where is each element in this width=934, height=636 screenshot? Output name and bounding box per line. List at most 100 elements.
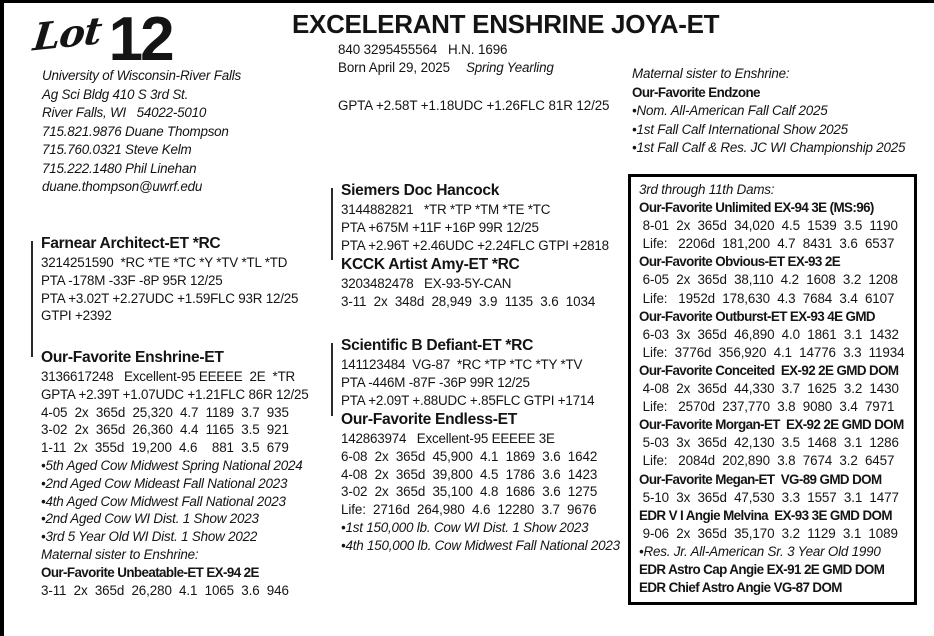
- text-line: PTA +2.09T +.88UDC +.85FLC GTPI +1714: [341, 392, 595, 408]
- text-line: •3rd 5 Year Old WI Dist. 1 Show 2022: [41, 529, 258, 545]
- text-line: 4-08 2x 365d 44,330 3.7 1625 3.2 1430: [639, 381, 899, 397]
- dam-detail-lines: 3136617248 Excellent-95 EEEEE 2E *TR GPTA…: [41, 368, 309, 599]
- registration-line: 840 3295455564 H.N. 1696: [338, 42, 508, 57]
- text-line: •Res. Jr. All-American Sr. 3 Year Old 19…: [639, 543, 881, 559]
- text-line: 3144882821 *TR *TP *TM *TE *TC: [341, 202, 551, 217]
- sire-detail-lines: 3144882821 *TR *TP *TM *TE *TC PTA +675M …: [341, 201, 609, 254]
- sire-block-hancock: Siemers Doc Hancock 3144882821 *TR *TP *…: [341, 181, 609, 254]
- maternal-sister-awards: •Nom. All-American Fall Calf 2025 •1st Fa…: [632, 102, 905, 158]
- text-line: •4th 150,000 lb. Cow Midwest Fall Nation…: [341, 537, 620, 553]
- text-line: •1st Fall Calf International Show 2025: [632, 121, 848, 137]
- born-date: Born April 29, 2025: [338, 60, 450, 75]
- age-class: Spring Yearling: [466, 60, 554, 75]
- text-line: Our-Favorite Outburst-ET EX-93 4E GMD: [639, 308, 876, 324]
- sire-detail-lines: 3214251590 *RC *TE *TC *Y *TV *TL *TD PTA…: [41, 254, 298, 325]
- text-line: 715.821.9876 Duane Thompson: [42, 123, 229, 139]
- text-line: 715.222.1480 Phil Linehan: [42, 160, 197, 176]
- text-line: GPTA +2.39T +1.07UDC +1.21FLC 86R 12/25: [41, 386, 309, 402]
- sire-block-architect: Farnear Architect-ET *RC 3214251590 *RC …: [41, 234, 298, 325]
- text-line: Our-Favorite Conceited EX-92 2E GMD DOM: [639, 362, 899, 378]
- dams-history-box: 3rd through 11th Dams: Our-Favorite Unli…: [628, 174, 917, 605]
- text-line: •2nd Aged Cow WI Dist. 1 Show 2023: [41, 511, 259, 527]
- text-line: 9-06 2x 365d 35,170 3.2 1129 3.1 1089: [639, 525, 898, 541]
- text-line: duane.thompson@uwrf.edu: [42, 179, 203, 194]
- text-line: •4th Aged Cow Midwest Fall National 2023: [41, 493, 286, 509]
- text-line: Our-Favorite Morgan-ET EX-92 2E GMD DOM: [639, 417, 904, 433]
- text-line: 5-03 3x 365d 42,130 3.5 1468 3.1 1286: [639, 435, 899, 451]
- text-line: Our-Favorite Unlimited EX-94 3E (MS:96): [639, 200, 874, 216]
- text-line: PTA +675M +11F +16P 99R 12/25: [341, 219, 539, 235]
- text-line: Our-Favorite Unbeatable-ET EX-94 2E: [41, 564, 259, 580]
- text-line: Life: 2206d 181,200 4.7 8431 3.6 6537: [639, 236, 895, 252]
- text-line: Life: 2570d 237,770 3.8 9080 3.4 7971: [639, 399, 895, 415]
- text-line: 141123484 VG-87 *RC *TP *TC *TY *TV: [341, 357, 583, 372]
- text-line: PTA +2.96T +2.46UDC +2.24FLC GTPI +2818: [341, 237, 609, 253]
- maternal-sister-name: Our-Favorite Endzone: [632, 84, 760, 100]
- text-line: •1st Fall Calf & Res. JC WI Championship…: [632, 140, 906, 155]
- gpta-line: GPTA +2.58T +1.18UDC +1.26FLC 81R 12/25: [338, 98, 610, 113]
- text-line: EDR Astro Cap Angie EX-91 2E GMD DOM: [639, 561, 885, 577]
- sire-name: Siemers Doc Hancock: [341, 182, 500, 199]
- sire-name: Scientific B Defiant-ET *RC: [341, 337, 534, 354]
- text-line: 3214251590 *RC *TE *TC *Y *TV *TL *TD: [41, 255, 288, 270]
- pedigree-bracket-left: [31, 241, 33, 357]
- text-line: River Falls, WI 54022-5010: [42, 105, 207, 120]
- pedigree-bracket-mid-bottom: [331, 343, 333, 416]
- text-line: 3203482478 EX-93-5Y-CAN: [341, 276, 512, 291]
- text-line: •Nom. All-American Fall Calf 2025: [632, 103, 828, 118]
- text-line: •5th Aged Cow Midwest Spring National 20…: [41, 457, 303, 473]
- maternal-sister-label: Maternal sister to Enshrine:: [632, 66, 790, 81]
- text-line: 3-02 2x 365d 26,360 4.4 1165 3.5 921: [41, 422, 289, 438]
- text-line: 4-08 2x 365d 39,800 4.5 1786 3.6 1423: [341, 466, 598, 482]
- sire-name: Farnear Architect-ET *RC: [41, 235, 221, 252]
- text-line: University of Wisconsin-River Falls: [42, 68, 241, 83]
- dam-detail-lines: 142863974 Excellent-95 EEEEE 3E 6-08 2x 3…: [341, 430, 620, 555]
- text-line: Life: 1952d 178,630 4.3 7684 3.4 6107: [639, 290, 895, 306]
- text-line: Our-Favorite Obvious-ET EX-93 2E: [639, 254, 841, 270]
- dam-name: Our-Favorite Endless-ET: [341, 411, 517, 428]
- text-line: •2nd Aged Cow Mideast Fall National 2023: [41, 475, 288, 491]
- text-line: GTPI +2392: [41, 308, 112, 324]
- text-line: 6-03 3x 365d 46,890 4.0 1861 3.1 1432: [639, 326, 899, 342]
- text-line: 6-08 2x 365d 45,900 4.1 1869 3.6 1642: [341, 448, 598, 464]
- lot-number: 12: [108, 5, 175, 74]
- text-line: 142863974 Excellent-95 EEEEE 3E: [341, 431, 555, 446]
- dam-detail-lines: 3203482478 EX-93-5Y-CAN 3-11 2x 348d 28,9…: [341, 275, 595, 311]
- text-line: 3-11 2x 348d 28,949 3.9 1135 3.6 1034: [341, 293, 596, 309]
- sire-detail-lines: 141123484 VG-87 *RC *TP *TC *TY *TV PTA -…: [341, 356, 595, 409]
- dam-block-enshrine: Our-Favorite Enshrine-ET 3136617248 Exce…: [41, 348, 309, 599]
- dams-box-lines: Our-Favorite Unlimited EX-94 3E (MS:96) …: [639, 199, 908, 597]
- maternal-sister-top-block: Maternal sister to Enshrine: Our-Favorit…: [632, 65, 905, 158]
- dam-name: Our-Favorite Enshrine-ET: [41, 349, 224, 366]
- dam-block-endless: Our-Favorite Endless-ET 142863974 Excell…: [341, 410, 620, 555]
- lot-header: Lot12: [31, 5, 175, 74]
- text-line: EDR Chief Astro Angie VG-87 DOM: [639, 580, 842, 596]
- text-line: 3136617248 Excellent-95 EEEEE 2E *TR: [41, 369, 296, 384]
- text-line: 1-11 2x 355d 19,200 4.6 881 3.5 679: [41, 440, 289, 456]
- text-line: Ag Sci Bldg 410 S 3rd St.: [42, 86, 189, 102]
- dam-name: KCCK Artist Amy-ET *RC: [341, 256, 520, 273]
- text-line: •1st 150,000 lb. Cow WI Dist. 1 Show 202…: [341, 519, 589, 535]
- consignor-block: University of Wisconsin-River Falls Ag Sc…: [42, 67, 241, 197]
- pedigree-bracket-mid-top: [331, 188, 333, 260]
- lot-label: Lot: [31, 7, 104, 60]
- text-line: EDR V I Angie Melvina EX-93 3E GMD DOM: [639, 507, 893, 523]
- text-line: PTA -446M -87F -36P 99R 12/25: [341, 374, 530, 390]
- text-line: Life: 2716d 264,980 4.6 12280 3.7 9676: [341, 502, 597, 518]
- text-line: Maternal sister to Enshrine:: [41, 546, 199, 562]
- text-line: 6-05 2x 365d 38,110 4.2 1608 3.2 1208: [639, 272, 898, 288]
- dams-box-title: 3rd through 11th Dams:: [639, 182, 775, 197]
- text-line: 715.760.0321 Steve Kelm: [42, 142, 192, 157]
- sire-block-defiant: Scientific B Defiant-ET *RC 141123484 VG…: [341, 336, 595, 409]
- text-line: 5-10 3x 365d 47,530 3.3 1557 3.1 1477: [639, 489, 899, 505]
- text-line: Life: 2084d 202,890 3.8 7674 3.2 6457: [639, 453, 895, 469]
- text-line: PTA -178M -33F -8P 95R 12/25: [41, 272, 223, 288]
- dam-block-kcck-artist-amy: KCCK Artist Amy-ET *RC 3203482478 EX-93-…: [341, 255, 595, 311]
- text-line: PTA +3.02T +2.27UDC +1.59FLC 93R 12/25: [41, 290, 299, 306]
- text-line: 8-01 2x 365d 34,020 4.5 1539 3.5 1190: [639, 218, 898, 234]
- animal-title: EXCELERANT ENSHRINE JOYA-ET: [292, 9, 720, 39]
- text-line: 4-05 2x 365d 25,320 4.7 1189 3.7 935: [41, 404, 289, 420]
- text-line: Our-Favorite Megan-ET VG-89 GMD DOM: [639, 471, 882, 487]
- text-line: Life: 3776d 356,920 4.1 14776 3.3 11934: [639, 344, 905, 360]
